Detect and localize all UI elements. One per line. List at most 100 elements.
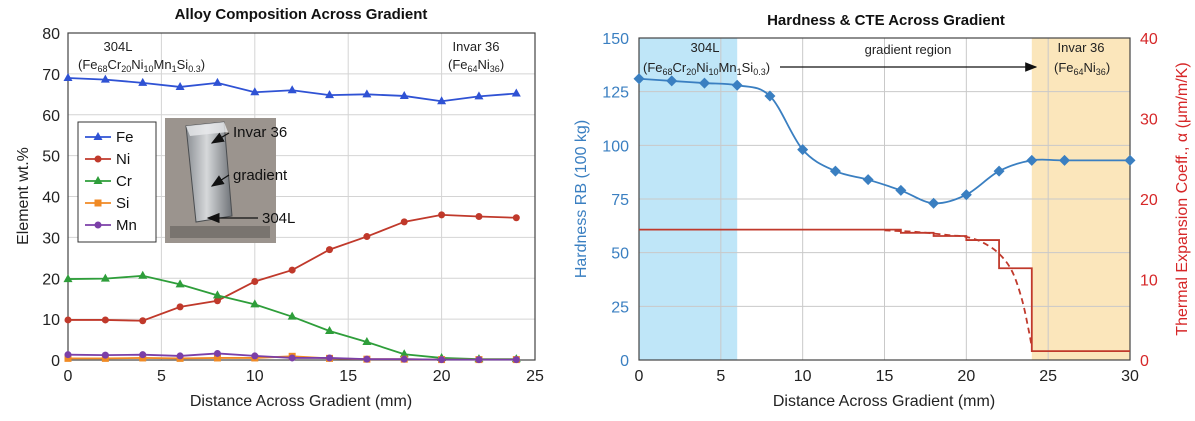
inset-label-304l: 304L (262, 210, 295, 227)
data-point (139, 351, 147, 359)
plot-frame (638, 37, 1131, 361)
data-point (63, 274, 73, 283)
data-point (138, 270, 148, 279)
right-alloy-label: Invar 36 (453, 39, 500, 54)
x-tick-label: 5 (716, 368, 725, 385)
data-point (139, 317, 147, 325)
data-point (960, 189, 972, 201)
left-alloy-label: 304L (691, 40, 720, 55)
data-point (475, 356, 483, 364)
series-cr (63, 270, 521, 363)
data-point (666, 75, 678, 87)
right-alloy-formula: (Fe64Ni36) (448, 57, 504, 74)
legend-marker (93, 176, 103, 184)
data-point (512, 214, 520, 222)
data-point (64, 316, 72, 324)
x-tick-label: 25 (1039, 368, 1057, 385)
chart-title: Hardness & CTE Across Gradient (767, 12, 1005, 29)
data-point (250, 87, 260, 96)
data-point (400, 355, 408, 363)
x-axis-label: Distance Across Gradient (mm) (190, 393, 412, 410)
inset-arrow-gradient (210, 174, 230, 187)
data-point (213, 354, 221, 362)
plot-frame (67, 32, 536, 361)
left-y-axis-label: Hardness RB (100 kg) (573, 120, 590, 278)
x-tick-label: 25 (526, 368, 544, 385)
left-y-tick-label: 125 (602, 85, 629, 102)
series-line (639, 228, 1130, 353)
data-point (437, 96, 447, 105)
data-point (63, 72, 73, 81)
series-layer (633, 73, 1136, 353)
y-tick-label: 70 (42, 67, 60, 84)
legend-label: Si (116, 195, 129, 212)
data-point (288, 354, 296, 362)
data-point (438, 356, 446, 364)
y-tick-label: 80 (42, 26, 60, 43)
data-point (326, 354, 334, 362)
legend: Fe Ni Cr Si Mn (77, 121, 157, 243)
data-point (438, 211, 446, 219)
left-alloy-label: 304L (104, 39, 133, 54)
data-point (511, 88, 521, 97)
x-tick-label: 20 (433, 368, 451, 385)
right-y-tick-label: 0 (1140, 353, 1149, 370)
left-y-tick-label: 100 (602, 138, 629, 155)
tick-labels: 0 5 10 15 20 25 0 10 20 30 40 50 60 70 80 (42, 26, 544, 385)
data-point (362, 89, 372, 98)
right-y-tick-label: 10 (1140, 273, 1158, 290)
legend-marker (94, 199, 102, 207)
data-point (138, 77, 148, 86)
data-point (475, 213, 483, 221)
y-tick-label: 0 (51, 353, 60, 370)
series-ni (64, 211, 520, 325)
legend-label: Mn (116, 217, 137, 234)
data-point (1059, 154, 1071, 166)
left-y-tick-label: 75 (611, 192, 629, 209)
data-point (250, 299, 260, 308)
series-hardness (633, 73, 1136, 209)
data-point (895, 184, 907, 196)
right-y-tick-label: 40 (1140, 31, 1158, 48)
hardness-cte-chart: Hardness & CTE Across Gradient 0 5 10 15 20 2… (573, 12, 1191, 410)
right-y-tick-label: 20 (1140, 192, 1158, 209)
left-y-tick-label: 25 (611, 299, 629, 316)
x-tick-label: 15 (339, 368, 357, 385)
data-point (287, 85, 297, 94)
data-point (175, 81, 185, 90)
data-point (362, 337, 372, 346)
inset-label-invar: Invar 36 (233, 124, 287, 141)
chart-title: Alloy Composition Across Gradient (175, 6, 428, 23)
x-tick-label: 30 (1121, 368, 1139, 385)
right-y-tick-label: 30 (1140, 112, 1158, 129)
legend-label: Ni (116, 151, 130, 168)
series-line (884, 229, 1033, 348)
left-y-tick-label: 150 (602, 31, 629, 48)
left-y-tick-label: 0 (620, 353, 629, 370)
data-point (64, 354, 72, 362)
data-point (251, 352, 259, 360)
left-alloy-formula: (Fe68Cr20Ni10Mn1Si0.3) (78, 57, 205, 74)
data-point (399, 90, 409, 99)
data-point (176, 352, 184, 360)
inset-label-gradient: gradient (233, 167, 288, 184)
y-axis-label: Element wt.% (15, 147, 32, 245)
data-point (363, 233, 371, 241)
legend-label: Fe (116, 129, 134, 146)
left-alloy-formula: (Fe68Cr20Ni10Mn1Si0.3) (643, 60, 770, 77)
data-point (797, 144, 809, 156)
data-point (1124, 154, 1136, 166)
right-alloy-label: Invar 36 (1058, 40, 1105, 55)
y-tick-label: 40 (42, 190, 60, 207)
data-point (474, 91, 484, 100)
data-point (400, 218, 408, 226)
x-axis-label: Distance Across Gradient (mm) (773, 393, 995, 410)
x-tick-label: 5 (157, 368, 166, 385)
series-cte-step (639, 228, 1130, 353)
data-point (64, 351, 72, 359)
y-tick-label: 50 (42, 149, 60, 166)
data-point (399, 349, 409, 358)
data-point (698, 77, 710, 89)
